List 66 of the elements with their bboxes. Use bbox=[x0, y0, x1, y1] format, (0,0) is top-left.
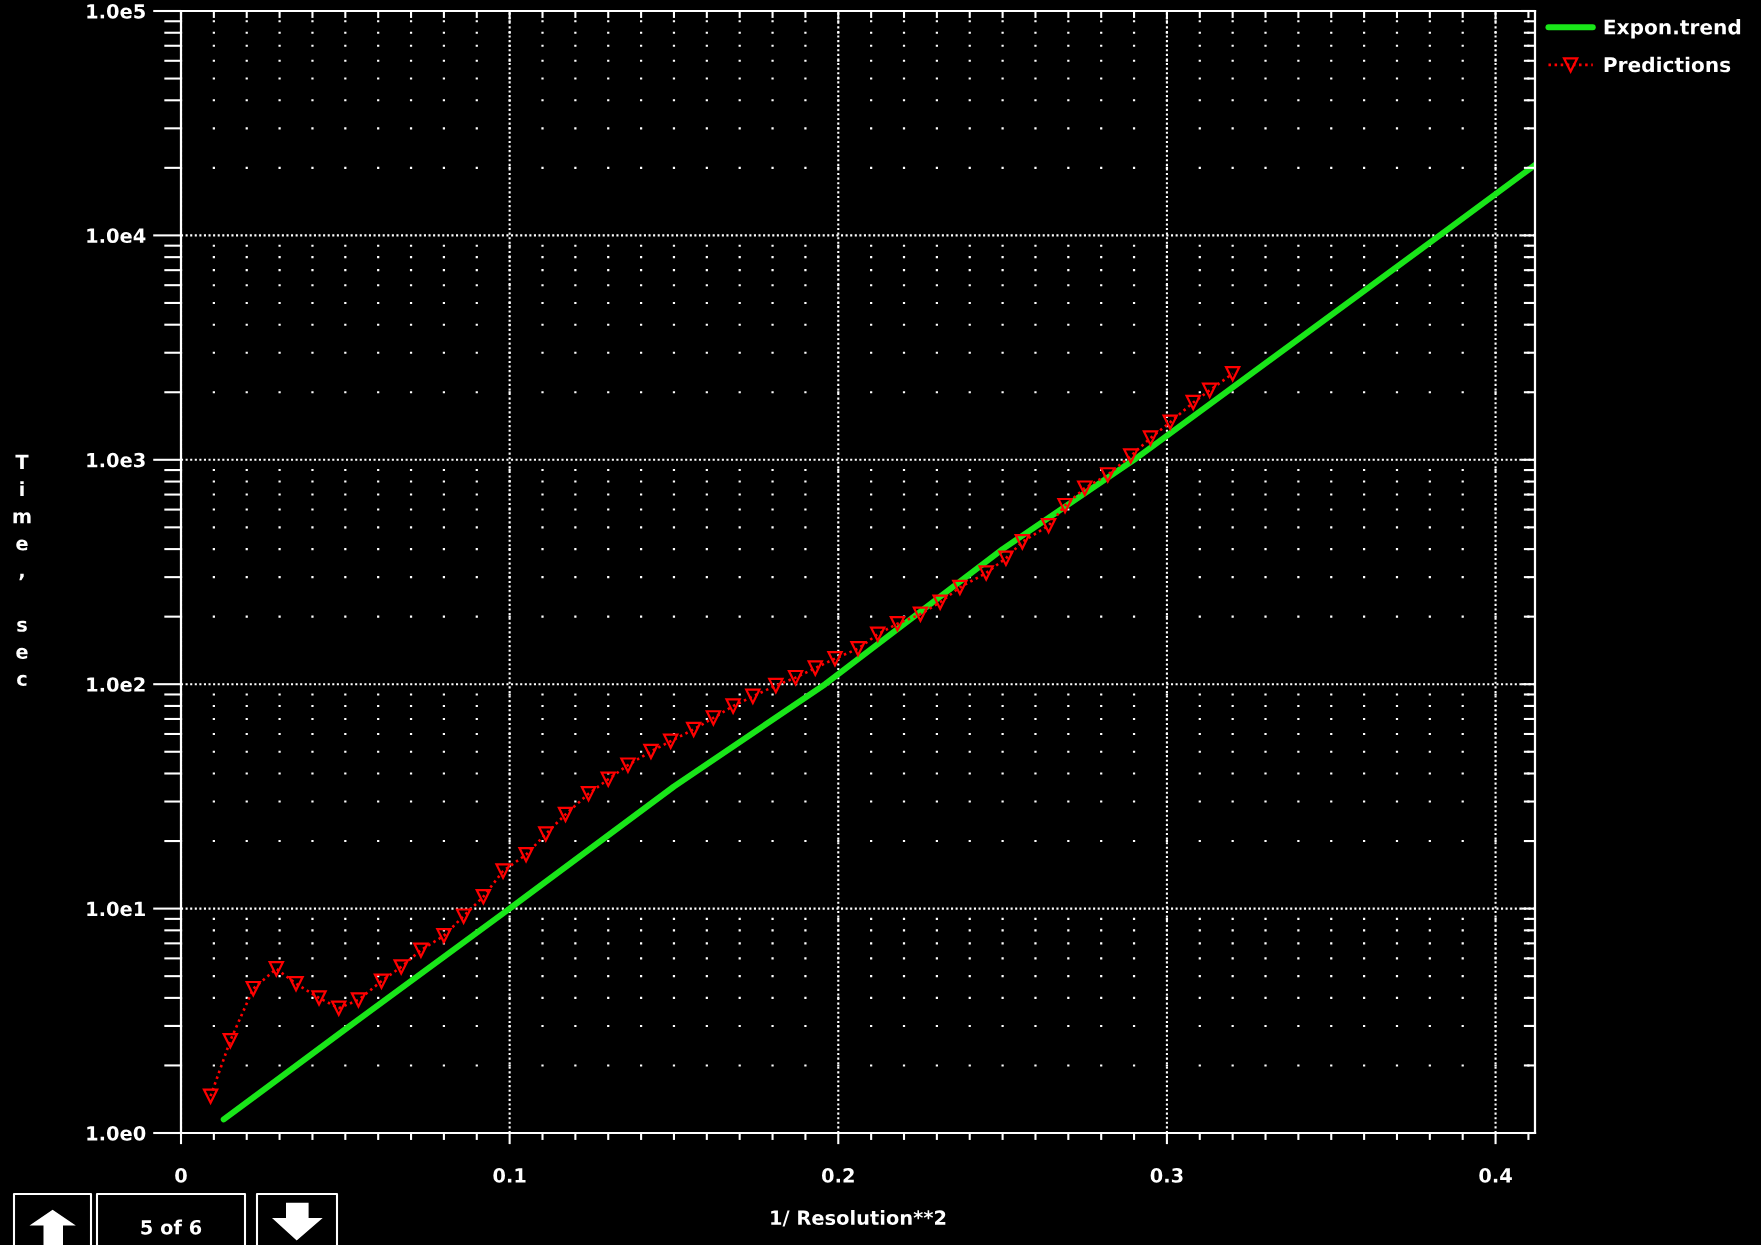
point bbox=[288, 975, 304, 992]
text: 5 of 6 bbox=[141, 1219, 202, 1235]
point bbox=[807, 660, 823, 676]
point bbox=[978, 565, 994, 581]
point bbox=[725, 698, 741, 714]
point bbox=[373, 973, 390, 989]
point bbox=[557, 806, 574, 823]
point bbox=[932, 594, 948, 610]
point bbox=[1057, 497, 1073, 514]
point bbox=[1040, 517, 1057, 534]
legend-label: Predictions bbox=[1604, 56, 1731, 73]
point bbox=[1201, 382, 1218, 399]
point bbox=[222, 1032, 238, 1049]
point bbox=[436, 928, 452, 944]
point bbox=[1077, 480, 1093, 496]
x-tick-label: 0.2 bbox=[821, 1168, 854, 1183]
point bbox=[889, 616, 906, 632]
point bbox=[952, 579, 968, 596]
point bbox=[580, 786, 597, 802]
x-tick-label: 0.1 bbox=[493, 1168, 526, 1183]
point bbox=[311, 990, 327, 1006]
x-tick-label: 0.4 bbox=[1479, 1168, 1512, 1183]
point bbox=[331, 1000, 347, 1016]
x-tick-label: 0.3 bbox=[1150, 1168, 1183, 1183]
point bbox=[870, 626, 886, 642]
point bbox=[1142, 430, 1159, 446]
point bbox=[1100, 467, 1116, 483]
point bbox=[620, 757, 636, 773]
x-tick-label: 0 bbox=[175, 1168, 187, 1183]
y-tick-label: 1.0e3 bbox=[87, 452, 145, 468]
point bbox=[245, 980, 262, 997]
y-tick-label: 1.0e4 bbox=[87, 228, 146, 244]
point bbox=[912, 606, 929, 622]
point bbox=[1185, 394, 1201, 411]
point bbox=[1224, 365, 1241, 382]
point bbox=[998, 550, 1014, 566]
text: Time, sec bbox=[13, 454, 31, 687]
point bbox=[393, 959, 409, 975]
point bbox=[495, 863, 511, 879]
point bbox=[1162, 414, 1178, 430]
y-tick-label: 1.0e2 bbox=[87, 677, 145, 692]
point bbox=[600, 771, 616, 787]
point bbox=[787, 669, 804, 686]
point bbox=[538, 826, 554, 842]
point bbox=[850, 640, 866, 657]
legend-label: Expon.trend bbox=[1604, 19, 1741, 39]
y-tick-label: 1.0e0 bbox=[87, 1125, 146, 1141]
point bbox=[268, 961, 285, 977]
point bbox=[1123, 448, 1139, 464]
point bbox=[768, 677, 784, 694]
point bbox=[1014, 534, 1031, 550]
point bbox=[643, 743, 659, 760]
point bbox=[705, 710, 722, 726]
y-tick-label: 1.0e5 bbox=[87, 3, 145, 19]
point bbox=[827, 650, 843, 667]
point bbox=[475, 888, 492, 905]
point bbox=[518, 846, 534, 863]
point bbox=[455, 908, 472, 924]
y-tick-label: 1.0e1 bbox=[87, 901, 145, 917]
point bbox=[350, 992, 367, 1008]
point bbox=[202, 1088, 219, 1104]
point bbox=[685, 721, 702, 738]
x-axis-title: 1/ Resolution**2 bbox=[771, 1210, 946, 1227]
point bbox=[662, 733, 679, 749]
point bbox=[413, 942, 429, 958]
point bbox=[745, 688, 761, 705]
